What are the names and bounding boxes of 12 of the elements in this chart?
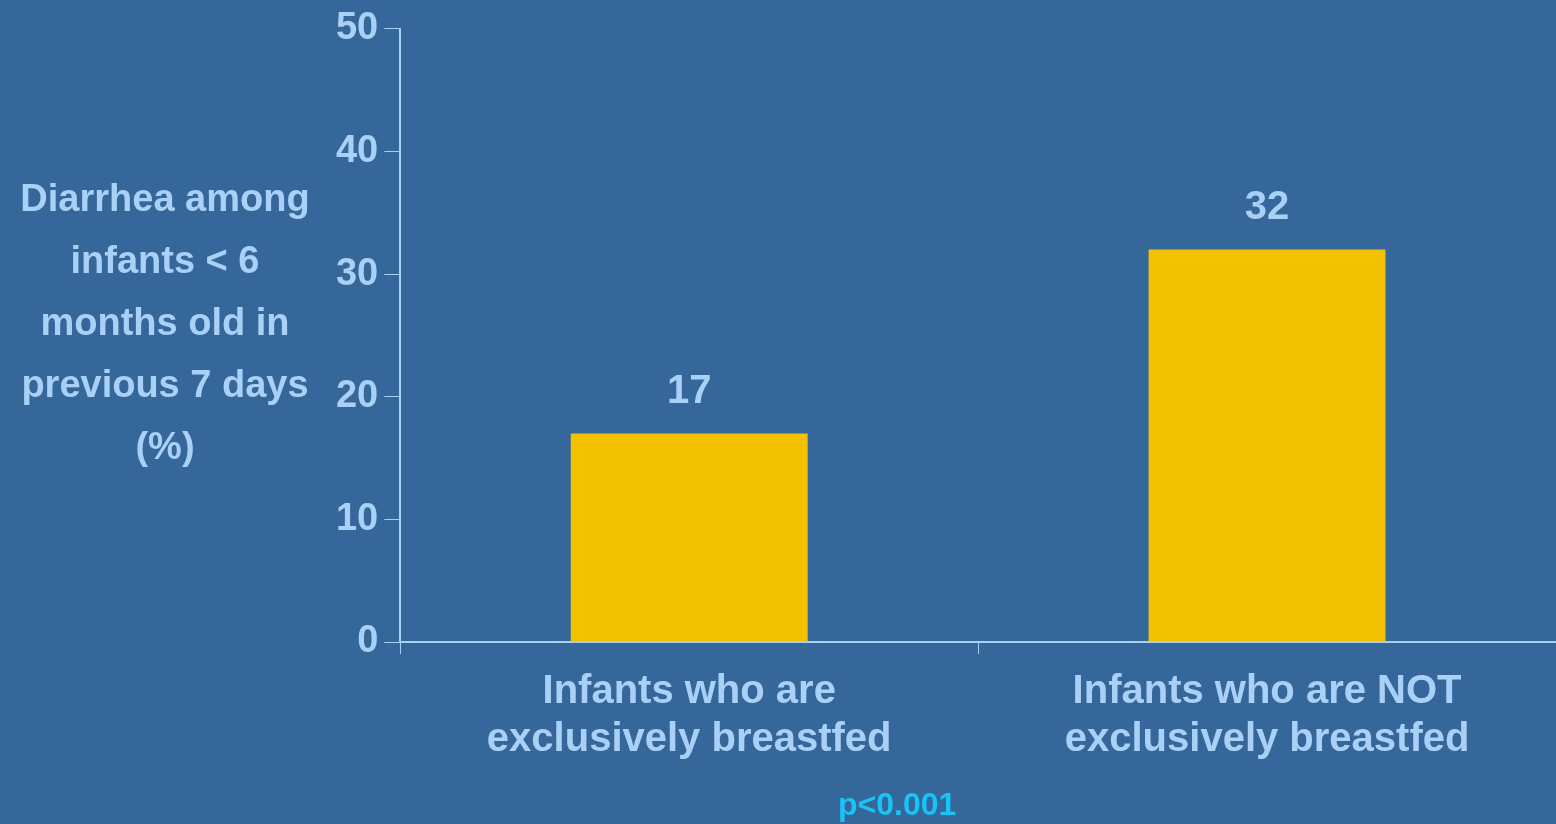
data-label: 17 — [666, 366, 712, 411]
y-axis-title: Diarrhea among infants < 6 months old in previous 7 days (%) — [19, 176, 311, 469]
x-tick-label: Infants who are NOT exclusively breastfed — [1064, 667, 1470, 760]
y-tick-label: 30 — [335, 250, 379, 293]
x-tick-label: Infants who are exclusively breastfed — [486, 667, 892, 760]
data-label: 32 — [1244, 182, 1290, 227]
y-tick-label: 40 — [335, 127, 379, 170]
y-tick-label: 20 — [335, 373, 379, 416]
text: p<0.001 — [838, 785, 957, 822]
y-tick-label: 50 — [335, 5, 379, 48]
y-tick-label: 10 — [335, 495, 379, 538]
y-tick-label: 0 — [357, 618, 379, 661]
